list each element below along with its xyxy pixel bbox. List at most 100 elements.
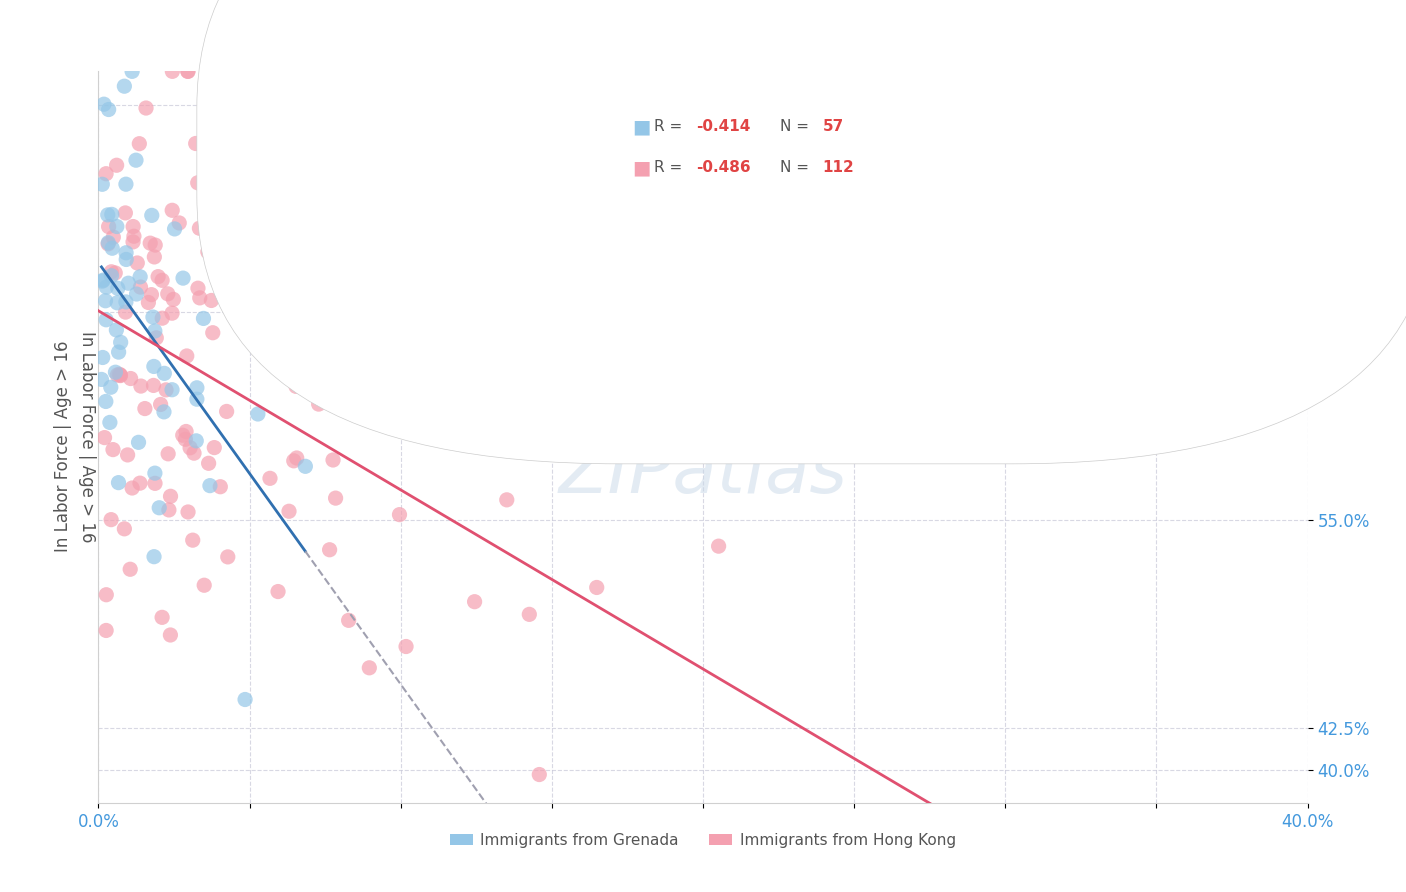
Point <box>101 207 124 221</box>
Point <box>201 326 224 340</box>
Point <box>224 219 246 234</box>
Point <box>529 767 551 781</box>
Text: N =: N = <box>780 120 814 134</box>
Point <box>186 381 208 395</box>
Point <box>246 407 269 421</box>
Point <box>129 269 152 284</box>
Point <box>94 394 117 409</box>
Point <box>94 624 117 638</box>
Point <box>174 432 197 446</box>
Text: 112: 112 <box>823 161 855 175</box>
Point <box>162 293 184 307</box>
Text: R =: R = <box>654 161 688 175</box>
Point <box>209 480 232 494</box>
Point <box>96 588 118 602</box>
Point <box>217 549 239 564</box>
Point <box>129 476 152 491</box>
Point <box>107 281 129 295</box>
Point <box>183 446 205 460</box>
Text: Source: ZipAtlas.com: Source: ZipAtlas.com <box>1230 27 1378 41</box>
Point <box>222 158 245 172</box>
Point <box>233 692 256 706</box>
Point <box>141 287 163 301</box>
Text: ■: ■ <box>633 158 651 178</box>
Point <box>97 208 120 222</box>
Point <box>94 312 117 326</box>
Point <box>97 235 120 250</box>
Point <box>253 310 276 325</box>
Point <box>101 241 124 255</box>
Point <box>160 383 183 397</box>
Point <box>138 295 160 310</box>
Point <box>117 276 139 290</box>
Point <box>285 379 308 393</box>
Point <box>495 492 517 507</box>
Text: In Labor Force | Age > 16: In Labor Force | Age > 16 <box>55 340 72 552</box>
Point <box>115 294 138 309</box>
Point <box>167 216 190 230</box>
Point <box>172 428 194 442</box>
Point <box>97 103 120 117</box>
Point <box>187 176 209 190</box>
Point <box>94 293 117 308</box>
Point <box>122 219 145 234</box>
Point <box>359 661 381 675</box>
Point <box>104 365 127 379</box>
Point <box>172 271 194 285</box>
Point <box>181 533 204 548</box>
Text: -0.414: -0.414 <box>696 120 751 134</box>
Point <box>177 505 200 519</box>
Point <box>585 581 607 595</box>
Point <box>193 311 215 326</box>
Text: -0.486: -0.486 <box>696 161 751 175</box>
Point <box>337 613 360 627</box>
Point <box>150 273 173 287</box>
Point <box>143 476 166 491</box>
Point <box>127 256 149 270</box>
Point <box>464 595 486 609</box>
Point <box>273 297 295 311</box>
Point <box>91 178 114 192</box>
Point <box>322 453 344 467</box>
Point <box>325 491 347 505</box>
Point <box>108 368 131 382</box>
Point <box>198 478 221 492</box>
Point <box>163 222 186 236</box>
Point <box>139 236 162 251</box>
Text: ■: ■ <box>633 117 651 136</box>
Point <box>145 331 167 345</box>
Point <box>128 435 150 450</box>
Point <box>267 584 290 599</box>
Point <box>174 425 197 439</box>
Y-axis label: In Labor Force | Age > 16: In Labor Force | Age > 16 <box>77 331 96 543</box>
Point <box>200 293 222 308</box>
Point <box>101 442 124 457</box>
Point <box>153 405 176 419</box>
Point <box>143 238 166 252</box>
Point <box>114 305 136 319</box>
Point <box>115 178 138 192</box>
Text: IMMIGRANTS FROM GRENADA VS IMMIGRANTS FROM HONG KONG IN LABOR FORCE | AGE > 16 C: IMMIGRANTS FROM GRENADA VS IMMIGRANTS FR… <box>214 27 1192 45</box>
Point <box>125 153 148 168</box>
Point <box>143 466 166 480</box>
Point <box>157 447 180 461</box>
Point <box>186 392 208 407</box>
Point <box>208 64 231 78</box>
Point <box>221 293 243 308</box>
Point <box>148 500 170 515</box>
Point <box>160 306 183 320</box>
Point <box>105 219 128 234</box>
Point <box>150 610 173 624</box>
Point <box>122 235 145 249</box>
Point <box>259 471 281 485</box>
Point <box>156 286 179 301</box>
Point <box>93 431 115 445</box>
Point <box>149 397 172 411</box>
Point <box>98 416 121 430</box>
Point <box>121 481 143 495</box>
Point <box>97 219 120 234</box>
Point <box>146 269 169 284</box>
Point <box>93 97 115 112</box>
Point <box>114 206 136 220</box>
Point <box>517 607 540 622</box>
